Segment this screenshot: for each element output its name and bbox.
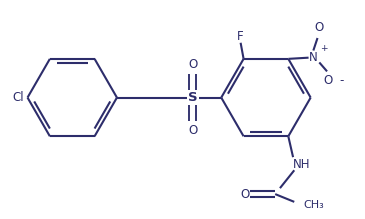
Text: +: + — [320, 44, 327, 53]
Text: CH₃: CH₃ — [304, 200, 324, 210]
Text: F: F — [237, 30, 244, 43]
Text: O: O — [188, 124, 197, 138]
Text: NH: NH — [293, 158, 310, 171]
Text: O: O — [314, 21, 323, 34]
Text: -: - — [339, 74, 343, 87]
Text: O: O — [241, 188, 250, 201]
Text: N: N — [309, 51, 318, 64]
Text: S: S — [188, 91, 197, 104]
Text: O: O — [324, 74, 333, 87]
Text: O: O — [188, 58, 197, 71]
Text: Cl: Cl — [12, 91, 24, 104]
